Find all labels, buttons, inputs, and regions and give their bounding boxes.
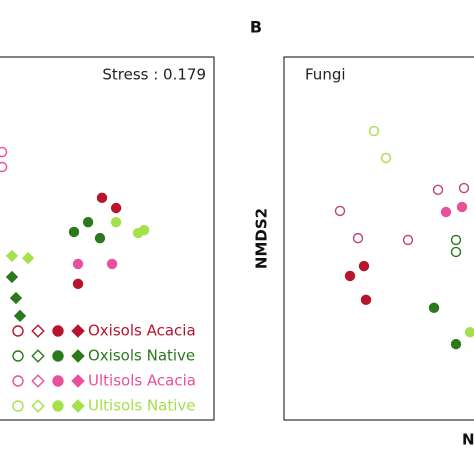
- marker: [360, 294, 372, 306]
- legend-symbol: [71, 399, 85, 413]
- marker: [5, 249, 19, 263]
- legend-symbol: [31, 399, 45, 413]
- marker: [94, 232, 106, 244]
- legend-symbol: [12, 375, 24, 387]
- legend-label: Ultisols Native: [88, 397, 196, 415]
- legend-symbol: [12, 350, 24, 362]
- marker: [344, 270, 356, 282]
- marker: [432, 184, 444, 196]
- marker: [458, 182, 470, 194]
- marker: [21, 251, 35, 265]
- legend-symbol: [12, 400, 24, 412]
- marker: [428, 302, 440, 314]
- marker: [456, 201, 468, 213]
- marker: [464, 326, 474, 338]
- legend-symbol: [52, 400, 64, 412]
- marker: [402, 234, 414, 246]
- marker: [110, 216, 122, 228]
- plot-frame: [0, 56, 215, 421]
- marker: [450, 234, 462, 246]
- marker: [72, 278, 84, 290]
- marker: [0, 146, 8, 158]
- legend-label: Ultisols Acacia: [88, 372, 196, 390]
- marker: [5, 270, 19, 284]
- marker: [358, 260, 370, 272]
- y-axis-label: NMDS2: [253, 208, 271, 269]
- marker: [368, 125, 380, 137]
- marker: [380, 152, 392, 164]
- marker: [72, 258, 84, 270]
- marker: [96, 192, 108, 204]
- legend-symbol: [71, 349, 85, 363]
- panel-title: Fungi: [305, 66, 346, 84]
- legend-symbol: [52, 325, 64, 337]
- marker: [68, 226, 80, 238]
- marker: [110, 202, 122, 214]
- marker: [106, 258, 118, 270]
- marker: [13, 309, 27, 322]
- legend-symbol: [71, 374, 85, 388]
- marker: [450, 246, 462, 258]
- legend-symbol: [31, 349, 45, 363]
- marker: [334, 205, 346, 217]
- marker: [0, 161, 8, 173]
- marker: [9, 291, 23, 305]
- marker: [450, 338, 462, 350]
- legend-label: Oxisols Acacia: [88, 322, 196, 340]
- legend-symbol: [31, 324, 45, 338]
- legend-symbol: [52, 375, 64, 387]
- stress-annotation: Stress : 0.179: [102, 66, 206, 84]
- marker: [440, 206, 452, 218]
- legend-symbol: [12, 325, 24, 337]
- legend-symbol: [52, 350, 64, 362]
- plot-frame: [283, 56, 474, 421]
- panel-label: B: [250, 18, 262, 37]
- x-axis-label: N: [462, 431, 474, 449]
- marker: [352, 232, 364, 244]
- marker: [138, 224, 150, 236]
- legend-symbol: [31, 374, 45, 388]
- legend-symbol: [71, 324, 85, 338]
- marker: [82, 216, 94, 228]
- legend-label: Oxisols Native: [88, 347, 195, 365]
